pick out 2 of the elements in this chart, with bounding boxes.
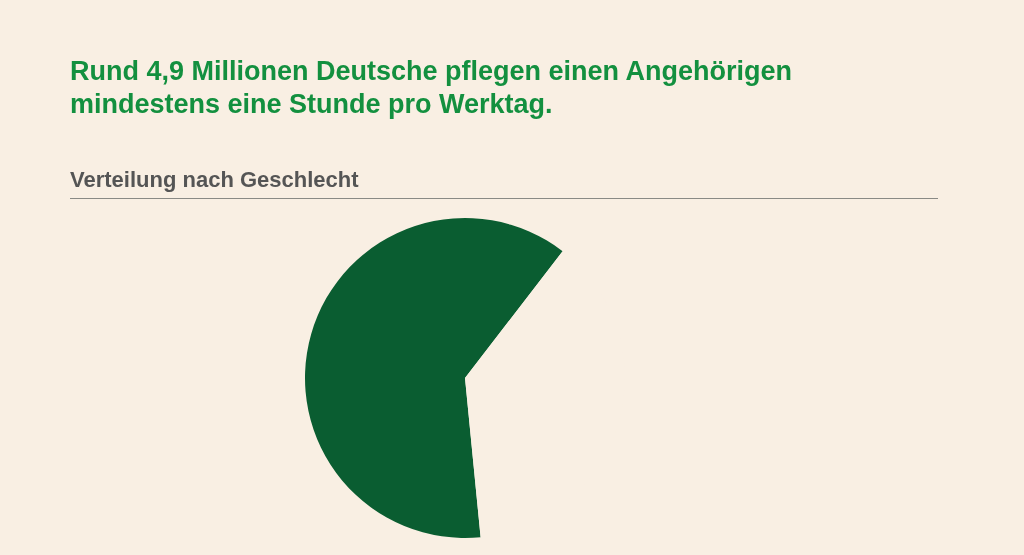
chart-subtitle: Verteilung nach Geschlecht bbox=[70, 166, 938, 199]
chart-title: Rund 4,9 Millionen Deutsche pflegen einen Angehörigen mindestens eine Stunde pro Werktag. bbox=[70, 55, 794, 121]
